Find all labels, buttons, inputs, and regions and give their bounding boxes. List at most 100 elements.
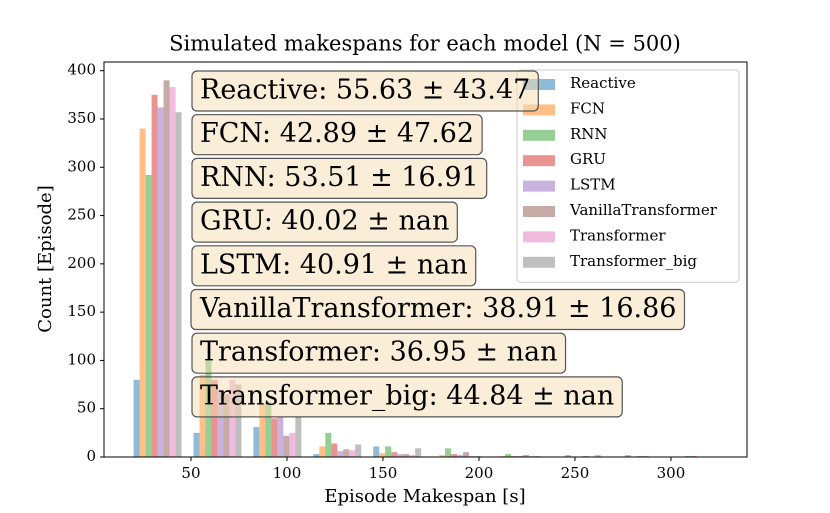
annotation: Transformer_big: 44.84 ± nan [191,376,623,418]
bar [277,416,284,457]
legend-swatch [523,206,555,217]
legend-label: FCN [570,99,605,117]
annotation-box [191,201,458,243]
y-tick-label: 300 [67,157,96,175]
annotation-text: Transformer_big: 44.84 ± nan [200,380,614,411]
annotation-box [190,288,686,331]
y-tick-label: 400 [67,61,96,79]
bar [283,435,290,457]
x-tick-label: 250 [561,464,590,482]
legend-swatch [523,155,555,167]
y-tick-label: 50 [77,399,96,417]
bar [223,394,230,457]
annotation-text: Reactive: 55.63 ± 43.47 [200,75,530,106]
annotation-box [191,376,623,418]
y-tick-label: 0 [86,447,96,465]
bar [151,94,158,458]
x-tick-label: 200 [465,464,494,482]
bar [139,128,146,458]
y-tick-label: 350 [67,109,96,127]
y-tick-label: 100 [67,350,96,368]
legend-label: RNN [570,125,608,143]
bar [211,379,218,457]
bar [522,455,529,457]
bar [505,454,511,457]
bar [289,432,296,457]
annotation: Reactive: 55.63 ± 43.47 [191,70,539,112]
chart-title: Simulated makespans for each model (N = … [169,32,681,56]
annotation-box [191,70,539,112]
legend-label: Reactive [570,74,636,92]
bar [217,389,224,457]
annotation-text: RNN: 53.51 ± 16.91 [200,162,479,193]
bar [337,451,344,457]
bar [594,455,601,457]
plot-frame [103,61,748,458]
legend-swatch [523,79,555,90]
y-tick-label: 200 [67,254,96,272]
bar [145,174,152,457]
annotation-box [191,245,477,287]
legend-label: VanillaTransformer [569,201,718,219]
annotation: FCN: 42.89 ± 47.62 [191,114,483,156]
legend-label: GRU [570,150,606,168]
y-tick-label: 150 [67,302,96,320]
bar [163,80,170,457]
annotation: LSTM: 40.91 ± nan [191,245,477,287]
bar [175,112,182,458]
annotation: Transformer: 36.95 ± nan [191,332,567,374]
bar [373,446,380,457]
x-tick-label: 100 [273,464,302,482]
y-tick-label: 250 [67,206,96,224]
annotation-text: GRU: 40.02 ± nan [200,206,449,237]
legend-label: Transformer [570,226,666,244]
y-axis-label: Count [Episode] [35,185,56,332]
legend-swatch [523,231,555,243]
bar [271,418,278,457]
annotation: GRU: 40.02 ± nan [191,201,458,243]
bar [265,401,272,457]
annotation-text: VanillaTransformer: 38.91 ± 16.86 [199,293,676,324]
x-tick-label: 300 [657,464,686,482]
bar [133,379,140,457]
annotation: VanillaTransformer: 38.91 ± 16.86 [190,288,686,331]
legend-swatch [523,180,555,192]
legend-label: Transformer_big [570,252,697,270]
legend-swatch [523,256,555,268]
annotation-box [191,332,567,374]
legend-box [516,69,740,283]
bar [325,432,332,457]
bar [624,455,631,457]
bar [313,454,320,457]
bar [355,444,362,457]
bar [457,455,464,457]
bar [445,448,452,457]
x-tick-label: 50 [181,464,200,482]
annotation-box [191,114,483,156]
bar [259,403,266,457]
bar [379,453,386,457]
bar [229,379,236,457]
bar [415,448,422,457]
x-axis-label: Episode Makespan [s] [324,486,525,507]
bar [409,455,416,457]
bar [564,455,571,457]
legend-swatch [523,104,555,116]
annotation-text: Transformer: 36.95 ± nan [200,337,558,368]
x-tick-label: 150 [369,464,398,482]
annotation-box [191,157,488,199]
annotation-text: LSTM: 40.91 ± nan [200,249,468,280]
bar [157,107,164,457]
bar [391,452,398,457]
annotation-text: FCN: 42.89 ± 47.62 [200,118,474,149]
bar [343,449,350,457]
bar [397,454,404,457]
bar [169,87,176,458]
bar [451,454,458,457]
bar [385,446,392,457]
bar [463,452,470,457]
bar [253,427,260,457]
bar [403,454,410,457]
